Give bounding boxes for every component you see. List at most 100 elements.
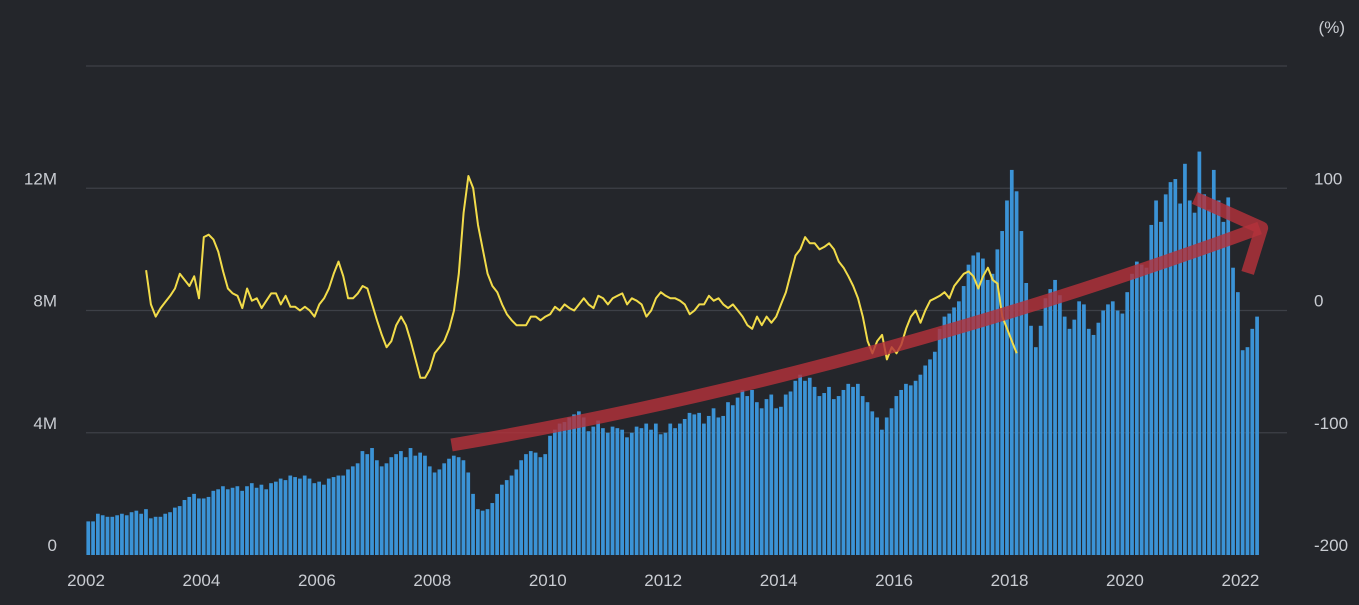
- bar: [153, 516, 158, 555]
- x-tick-label: 2018: [991, 571, 1029, 590]
- bar: [490, 503, 495, 555]
- bar: [875, 417, 879, 555]
- bar: [788, 391, 793, 555]
- bar: [110, 516, 115, 555]
- bar: [572, 414, 576, 555]
- bar: [735, 397, 740, 555]
- bar: [456, 457, 461, 555]
- bar: [206, 496, 211, 555]
- bar: [543, 454, 548, 555]
- bar: [692, 414, 697, 555]
- bar: [1053, 279, 1057, 555]
- bar: [336, 475, 341, 555]
- bar: [134, 510, 139, 555]
- bar: [586, 431, 591, 555]
- bar: [716, 417, 721, 555]
- bar: [1240, 350, 1245, 555]
- bar: [273, 481, 278, 555]
- right-tick-label: 100: [1314, 169, 1342, 188]
- bar: [129, 512, 134, 555]
- bar: [1029, 325, 1033, 555]
- x-tick-label: 2010: [529, 571, 567, 590]
- bar: [836, 396, 841, 555]
- bar: [831, 399, 836, 555]
- bar: [774, 408, 778, 555]
- left-tick-label: 4M: [33, 414, 57, 433]
- bar: [682, 418, 687, 555]
- bar: [793, 380, 798, 555]
- bar: [408, 448, 413, 555]
- bar: [1211, 169, 1216, 555]
- bar: [591, 426, 596, 555]
- bar: [1048, 289, 1053, 555]
- bar: [557, 423, 562, 555]
- bar: [326, 478, 331, 555]
- bar: [730, 405, 735, 555]
- bar: [822, 393, 827, 555]
- bar: [620, 429, 625, 555]
- bar: [1005, 200, 1009, 555]
- x-tick-label: 2020: [1106, 571, 1144, 590]
- x-tick-label: 2002: [67, 571, 105, 590]
- bar: [759, 408, 764, 555]
- bar-series: [86, 151, 1259, 556]
- bar: [524, 454, 528, 555]
- bar: [740, 389, 745, 555]
- bar: [880, 429, 884, 555]
- bar: [1115, 310, 1120, 555]
- bar: [1221, 221, 1226, 555]
- bar: [476, 509, 480, 555]
- bar: [629, 432, 634, 555]
- bar: [168, 512, 172, 555]
- x-tick-label: 2016: [875, 571, 913, 590]
- bar: [1216, 200, 1221, 555]
- bar: [932, 351, 937, 555]
- bar: [312, 483, 317, 555]
- bar: [514, 469, 519, 555]
- bar: [678, 423, 682, 555]
- bar: [105, 516, 110, 555]
- bar: [495, 493, 499, 555]
- bar: [976, 252, 980, 555]
- bar: [115, 515, 119, 555]
- bar: [812, 386, 817, 555]
- bar: [1235, 292, 1240, 555]
- bar: [528, 451, 533, 555]
- bar: [317, 481, 321, 555]
- bar: [711, 408, 716, 555]
- bar: [1183, 163, 1187, 556]
- bar: [856, 383, 860, 555]
- bar: [442, 463, 447, 555]
- bar: [163, 513, 168, 555]
- bar: [350, 466, 355, 555]
- bar: [1187, 200, 1192, 555]
- bar: [625, 437, 629, 555]
- bar: [952, 307, 956, 555]
- grid: [86, 65, 1287, 434]
- bar: [1125, 292, 1130, 555]
- bar: [1077, 301, 1081, 555]
- right-tick-label: -100: [1314, 414, 1348, 433]
- bar: [1197, 151, 1202, 555]
- bar: [721, 415, 726, 555]
- bar: [235, 486, 240, 555]
- bar: [658, 434, 663, 555]
- bar: [1110, 301, 1115, 555]
- bar: [817, 396, 822, 555]
- bar: [552, 429, 557, 555]
- bar: [355, 463, 360, 555]
- bar: [562, 422, 567, 555]
- bar: [1250, 328, 1255, 555]
- bar: [249, 483, 254, 555]
- bar: [783, 394, 788, 555]
- bar: [1101, 310, 1106, 555]
- bar: [1096, 322, 1101, 555]
- bar: [644, 423, 649, 555]
- bar: [447, 458, 451, 555]
- bar: [918, 374, 923, 555]
- bar: [360, 451, 365, 555]
- bar: [957, 301, 961, 555]
- bar: [966, 264, 971, 555]
- bar: [908, 385, 913, 555]
